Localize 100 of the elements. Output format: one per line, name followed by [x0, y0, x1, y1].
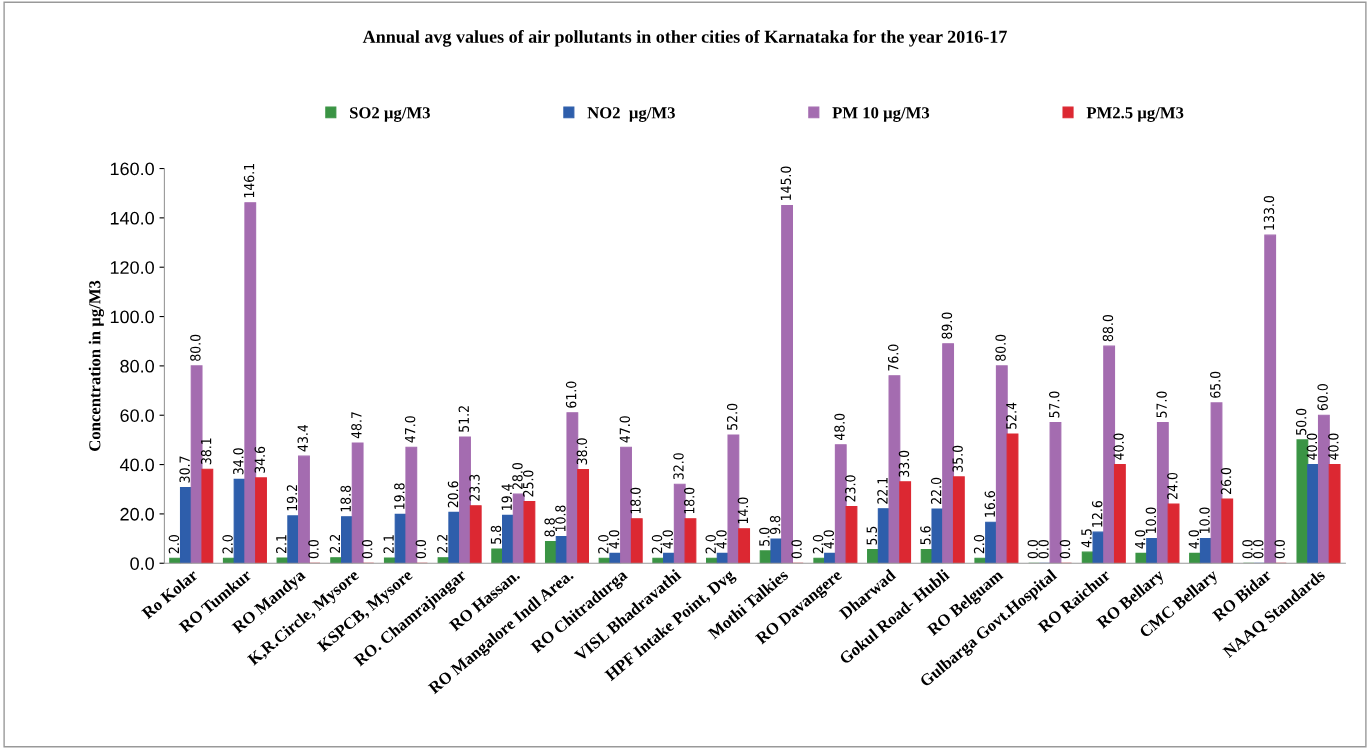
data-label: 4.0	[1188, 530, 1200, 549]
data-label: 65.0	[1210, 371, 1221, 398]
data-label: 48.7	[351, 412, 362, 439]
data-label: 18.0	[683, 487, 695, 514]
data-label: 35.0	[952, 445, 963, 472]
bar	[1167, 503, 1180, 564]
data-label: 48.0	[834, 413, 845, 441]
bar	[834, 444, 847, 564]
bar	[459, 436, 471, 564]
bar	[383, 557, 396, 564]
bar	[351, 442, 364, 564]
data-label: 52.4	[1006, 402, 1017, 429]
data-label: 23.0	[845, 475, 856, 502]
bar	[684, 518, 697, 564]
data-label: 26.0	[1220, 467, 1232, 495]
data-label: 2.0	[598, 535, 609, 554]
bar	[502, 514, 514, 564]
bar	[770, 538, 783, 564]
bar	[298, 455, 310, 564]
y-axis-title: Concentration in µg/M3	[88, 280, 104, 451]
data-label: 2.2	[329, 535, 341, 553]
bar	[544, 540, 557, 564]
data-label: 38.0	[576, 438, 588, 465]
y-tick-label: 100.0	[110, 310, 154, 324]
y-tick-label: 40.0	[119, 458, 154, 472]
data-label: 12.6	[1091, 500, 1103, 527]
data-label: 145.0	[780, 166, 792, 200]
data-label: 30.7	[179, 456, 190, 483]
bar	[1317, 414, 1330, 564]
bar	[1307, 464, 1320, 564]
data-label: 40.0	[1328, 433, 1339, 460]
bar	[899, 481, 912, 564]
data-label: 80.0	[190, 334, 201, 361]
y-tick-label: 120.0	[110, 261, 154, 274]
legend-label: PM2.5 µg/M3	[1086, 107, 1184, 122]
data-label: 40.0	[1113, 433, 1124, 460]
bar	[287, 515, 300, 564]
data-label: 88.0	[1102, 315, 1114, 342]
data-label: 33.0	[898, 450, 910, 477]
data-label: 0.0	[1027, 540, 1039, 559]
data-label: 23.3	[469, 474, 480, 501]
data-label: 19.2	[286, 485, 298, 511]
legend-label: PM 10 µg/M3	[832, 107, 930, 122]
bar	[330, 557, 343, 564]
bar	[931, 508, 944, 564]
bar	[630, 518, 643, 564]
bar	[1328, 464, 1341, 564]
data-label: 24.0	[1167, 472, 1178, 499]
data-label: 0.0	[1252, 540, 1264, 559]
data-label: 0.0	[1274, 540, 1285, 559]
bar	[952, 476, 965, 564]
bar	[1156, 422, 1169, 564]
data-label: 2.0	[812, 535, 824, 554]
bar	[179, 486, 192, 564]
bar	[577, 468, 590, 564]
data-label: 0.0	[361, 540, 373, 559]
data-label: 20.6	[447, 481, 459, 508]
data-label: 0.0	[1038, 540, 1049, 559]
data-label: 2.0	[705, 535, 716, 554]
bar	[523, 501, 536, 564]
data-label: 2.1	[276, 535, 287, 553]
data-label: 22.0	[930, 477, 942, 504]
data-label: 4.0	[662, 530, 674, 549]
bar	[1135, 552, 1148, 564]
data-label: 57.0	[1049, 391, 1060, 418]
y-tick-label: 0.0	[130, 557, 154, 570]
data-label: 133.0	[1263, 196, 1275, 230]
data-label: 10.0	[1145, 507, 1157, 534]
data-label: 25.0	[522, 470, 534, 497]
y-tick-label: 160.0	[110, 162, 154, 176]
data-label: 40.0	[1306, 433, 1318, 460]
data-label: 2.1	[383, 535, 394, 553]
data-label: 0.0	[415, 540, 427, 559]
data-label: 16.6	[984, 491, 996, 517]
data-label: 4.0	[823, 530, 835, 549]
data-label: 4.0	[716, 530, 727, 549]
y-tick-label: 140.0	[110, 211, 154, 225]
data-label: 52.0	[726, 403, 738, 430]
data-label: 38.1	[200, 438, 212, 465]
data-label: 51.2	[458, 406, 470, 432]
data-label: 34.0	[233, 448, 244, 475]
data-label: 5.6	[920, 526, 931, 545]
data-label: 32.0	[673, 453, 684, 480]
legend-label: NO2 µg/M3	[587, 107, 675, 122]
data-label: 43.4	[297, 424, 308, 452]
data-label: 5.5	[866, 526, 877, 545]
data-label: 2.0	[651, 535, 663, 554]
data-label: 47.0	[404, 416, 416, 443]
data-label: 4.0	[1134, 530, 1146, 549]
bar	[995, 365, 1008, 564]
data-label: 0.0	[791, 540, 802, 559]
data-label: 76.0	[887, 344, 899, 371]
bar	[201, 468, 214, 564]
bar	[1146, 538, 1159, 564]
chart-title: Annual avg values of air pollutants in other cities of Karnataka for the year 2016-17	[362, 29, 1007, 47]
data-label: 61.0	[565, 381, 577, 408]
bar	[609, 552, 622, 564]
data-label: 47.0	[619, 416, 631, 443]
data-label: 2.0	[973, 535, 985, 554]
data-label: 10.0	[1199, 507, 1210, 534]
